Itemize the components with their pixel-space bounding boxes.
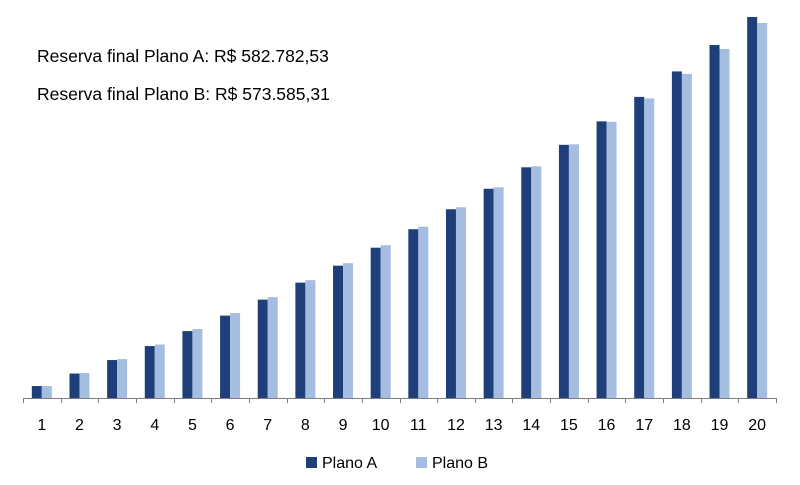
bar-plano-a-20 [747, 17, 758, 398]
x-tick-label-10: 10 [372, 417, 390, 434]
bar-plano-b-4 [154, 344, 165, 398]
x-tick-label-9: 9 [339, 417, 348, 434]
bar-plano-b-18 [681, 73, 692, 399]
bar-plano-a-14 [521, 167, 532, 398]
bar-plano-a-17 [634, 96, 645, 399]
bar-plano-a-7 [257, 299, 268, 398]
x-tick-label-1: 1 [37, 417, 46, 434]
x-tick-label-4: 4 [150, 417, 159, 434]
bar-plano-b-12 [455, 207, 466, 398]
x-tick-label-13: 13 [485, 417, 503, 434]
x-tick-label-6: 6 [226, 417, 235, 434]
bar-plano-a-19 [709, 44, 720, 399]
legend-label-plano-a: Plano A [322, 455, 377, 472]
bar-plano-b-8 [305, 280, 316, 398]
bar-plano-a-4 [144, 346, 155, 398]
x-tick-label-3: 3 [113, 417, 122, 434]
annotation-plano-a: Reserva final Plano A: R$ 582.782,53 [37, 46, 329, 66]
bar-plano-a-5 [182, 331, 193, 398]
bar-plano-a-9 [333, 265, 344, 398]
x-axis [23, 398, 777, 403]
x-tick-label-2: 2 [75, 417, 84, 434]
x-tick-label-15: 15 [560, 417, 578, 434]
bar-plano-b-7 [267, 297, 278, 398]
bar-plano-b-19 [719, 48, 730, 399]
bar-plano-b-9 [343, 263, 354, 398]
x-tick-label-7: 7 [263, 417, 272, 434]
bar-plano-a-11 [408, 229, 419, 398]
legend-swatch-plano-a [306, 457, 317, 468]
x-tick-label-19: 19 [711, 417, 729, 434]
bars-group [31, 17, 768, 399]
bar-plano-b-13 [493, 187, 504, 398]
bar-plano-a-3 [107, 360, 118, 398]
bar-plano-b-1 [41, 386, 52, 398]
bar-plano-b-20 [757, 22, 768, 399]
bar-plano-a-12 [445, 209, 456, 398]
bar-plano-a-8 [295, 282, 306, 398]
x-tick-label-20: 20 [748, 417, 766, 434]
x-tick-label-12: 12 [447, 417, 465, 434]
bar-plano-b-10 [380, 245, 391, 398]
bar-plano-a-13 [483, 188, 494, 398]
legend-label-plano-b: Plano B [432, 455, 488, 472]
bar-plano-a-1 [31, 386, 42, 398]
x-tick-label-16: 16 [598, 417, 616, 434]
bar-plano-a-16 [596, 121, 607, 399]
x-tick-label-5: 5 [188, 417, 197, 434]
x-tick-label-11: 11 [410, 417, 427, 434]
x-tick-label-17: 17 [635, 417, 653, 434]
bar-plano-a-18 [671, 71, 682, 399]
x-tick-label-18: 18 [673, 417, 691, 434]
bar-plano-b-3 [117, 359, 128, 398]
legend: Plano A Plano B [306, 455, 488, 472]
bar-plano-b-11 [418, 226, 429, 398]
x-tick-label-8: 8 [301, 417, 310, 434]
x-tick-labels: 1 2 3 4 5 6 7 8 9 10 11 12 13 14 15 16 17 18 19 20 [37, 417, 766, 434]
bar-plano-a-15 [558, 144, 569, 398]
annotation-plano-b: Reserva final Plano B: R$ 573.585,31 [37, 84, 330, 104]
bar-plano-a-6 [220, 315, 231, 398]
bar-plano-b-2 [79, 373, 90, 398]
bar-plano-b-5 [192, 329, 203, 398]
bar-plano-b-16 [606, 121, 617, 399]
bar-plano-b-15 [568, 144, 579, 398]
legend-swatch-plano-b [416, 457, 427, 468]
bar-plano-b-14 [531, 166, 542, 398]
bar-plano-a-2 [69, 373, 80, 398]
bar-plano-a-10 [370, 247, 381, 398]
bar-plano-b-6 [230, 313, 241, 398]
x-tick-label-14: 14 [522, 417, 540, 434]
bar-plano-b-17 [644, 98, 655, 398]
